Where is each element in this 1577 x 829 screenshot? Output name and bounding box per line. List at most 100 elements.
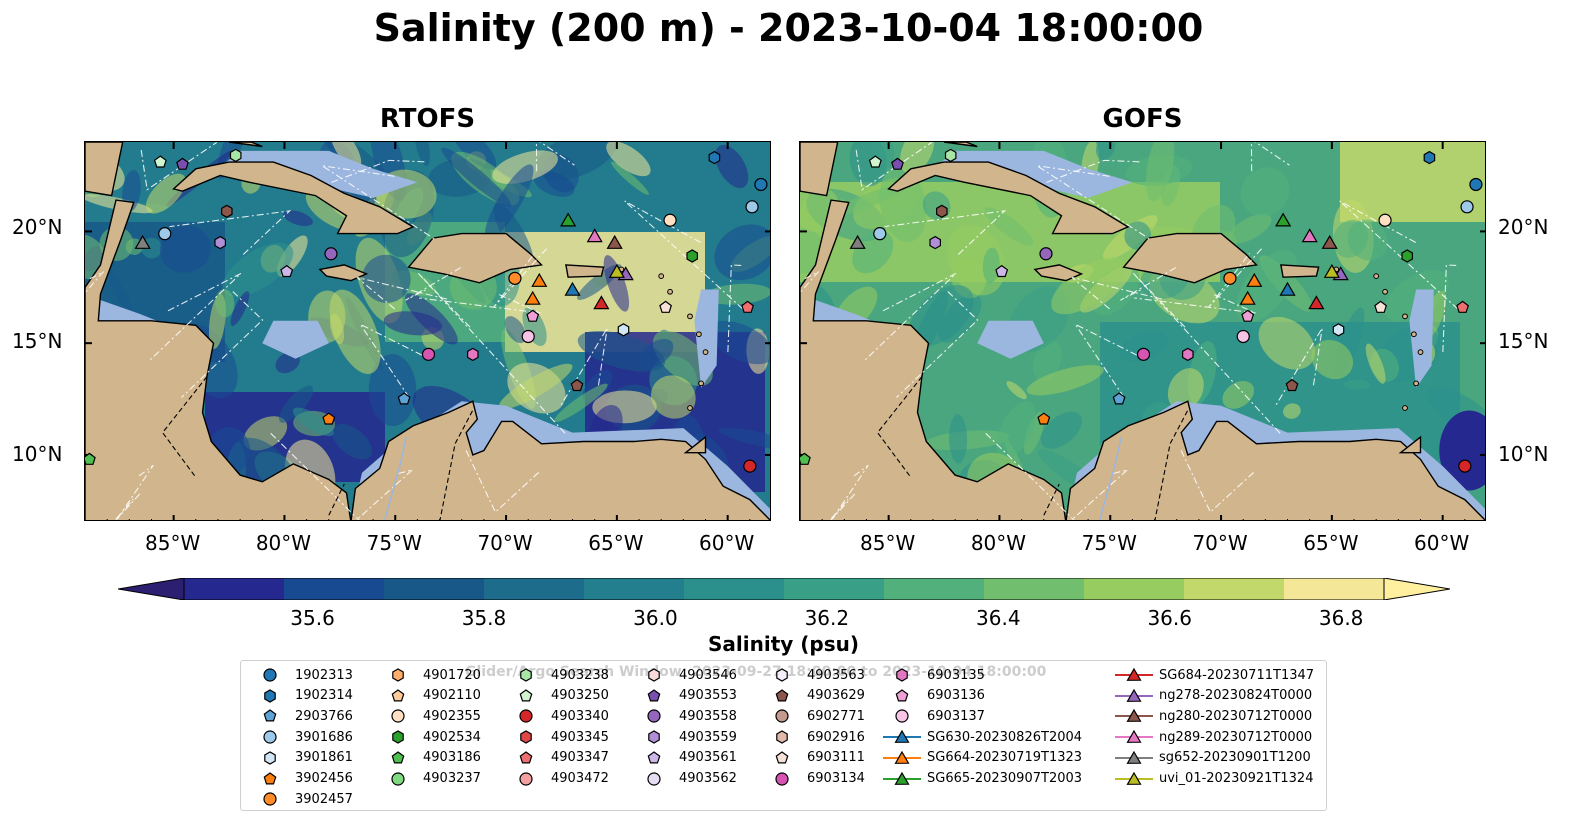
legend-marker-icon <box>519 709 533 723</box>
legend-item: 6903111 <box>761 748 865 768</box>
legend-marker-icon <box>520 730 532 744</box>
map-marker-3902456 <box>1037 412 1051 425</box>
colorbar-bin <box>584 578 685 600</box>
legend-marker-icon <box>392 668 404 682</box>
legend-item-label: 3902457 <box>295 791 353 807</box>
map-marker-4903558 <box>1039 247 1053 261</box>
map-marker-3901686b <box>158 227 172 241</box>
map-marker-sg652 <box>849 234 866 249</box>
x-tick-label: 70°W <box>477 531 533 555</box>
map-marker-ng289 <box>586 228 603 243</box>
legend-item: 3902457 <box>249 789 353 809</box>
x-tick-label: 85°W <box>860 531 916 555</box>
y-tick-label: 10°N <box>12 442 63 466</box>
legend-item: 4903559 <box>633 727 737 747</box>
legend-item: 4903340 <box>505 706 609 726</box>
legend-item-label: SG664-20230719T1323 <box>927 750 1083 766</box>
map-panel-gofs <box>799 141 1486 521</box>
colorbar-tick-label: 36.8 <box>1318 606 1364 630</box>
legend-item-label: 4903186 <box>423 750 481 766</box>
map-marker-4903250 <box>868 155 882 168</box>
legend-item: 4902534 <box>377 727 481 747</box>
legend-marker-icon <box>263 771 277 784</box>
legend-item-label: 4901720 <box>423 667 481 683</box>
legend-item-label: 4903561 <box>679 750 737 766</box>
legend-marker-icon <box>519 771 533 786</box>
map-marker-4903553 <box>891 157 904 170</box>
y-tick-label: 20°N <box>12 215 63 239</box>
colorbar-extend-min <box>118 578 185 600</box>
map-marker-3902456 <box>322 412 336 425</box>
map-marker-4903629 <box>1285 378 1299 392</box>
legend-item-label: SG630-20230826T2004 <box>927 729 1083 745</box>
legend-item: ng280-20230712T0000 <box>1113 706 1312 726</box>
map-marker-1902313 <box>754 177 768 192</box>
legend-item-label: 6903137 <box>927 708 985 724</box>
figure-title: Salinity (200 m) - 2023-10-04 18:00:00 <box>373 6 1204 50</box>
map-marker-SG664b <box>1246 272 1263 287</box>
legend-item: 4903238 <box>505 665 609 685</box>
legend-item-label: 4902355 <box>423 708 481 724</box>
map-marker-4903340 <box>743 459 757 473</box>
map-marker-4903347 <box>1456 300 1470 313</box>
legend-item-label: 1902314 <box>295 688 353 704</box>
legend-item: 4903472 <box>505 769 609 789</box>
legend-item-label: 4903562 <box>679 771 737 786</box>
legend-item-label: 4902534 <box>423 729 481 745</box>
colorbar-bin <box>1084 578 1185 600</box>
map-marker-6903134 <box>1136 347 1151 361</box>
legend-item-label: 4903347 <box>551 750 609 766</box>
colorbar-bin <box>384 578 485 600</box>
legend-item: 4903562 <box>633 769 737 789</box>
legend-item-label: 6903136 <box>927 688 985 704</box>
map-marker-2903766 <box>1112 392 1126 405</box>
legend-item: 3901686 <box>249 727 353 747</box>
x-tick-label: 60°W <box>699 531 755 555</box>
legend-item-label: 4903559 <box>679 729 737 745</box>
map-marker-SG665 <box>560 212 577 227</box>
legend-item: 1902314 <box>249 686 353 706</box>
x-tick-label: 75°W <box>1081 531 1137 555</box>
map-marker-3901861 <box>617 323 630 337</box>
y-tick-label: 15°N <box>12 329 63 353</box>
legend-marker-icon <box>883 729 921 744</box>
legend-marker-icon <box>776 668 788 682</box>
map-marker-1902314 <box>708 150 721 165</box>
legend-item: 1902313 <box>249 665 353 685</box>
colorbar <box>118 578 1450 600</box>
legend-marker-icon <box>883 771 921 785</box>
legend-marker-icon <box>775 771 789 786</box>
map-marker-6903137 <box>1236 329 1250 344</box>
x-tick-label: 60°W <box>1414 531 1470 555</box>
panel-title-rtofs: RTOFS <box>379 104 476 134</box>
colorbar-bin <box>484 578 585 600</box>
map-marker-4903238 <box>944 148 957 163</box>
legend-marker-icon <box>519 751 533 764</box>
map-marker-6903136 <box>526 309 540 322</box>
colorbar-tick-label: 36.0 <box>633 606 678 630</box>
map-marker-SG630 <box>1279 281 1296 296</box>
legend-marker-icon <box>775 751 789 764</box>
colorbar-bin <box>684 578 785 600</box>
map-marker-3901686 <box>745 200 759 214</box>
legend-item-label: SG665-20230907T2003 <box>927 771 1083 786</box>
legend-item-label: 4903546 <box>679 667 737 683</box>
legend-item: 4903553 <box>633 686 737 706</box>
y-tick-label: 15°N <box>1498 329 1549 353</box>
map-marker-SG664b <box>531 272 548 287</box>
legend-item-label: 6902916 <box>807 729 865 745</box>
map-marker-6902771 <box>221 204 233 218</box>
map-marker-4902355 <box>1378 213 1392 227</box>
legend-item: 4903561 <box>633 748 737 768</box>
legend-item-label: 6902771 <box>807 708 865 724</box>
map-marker-6903111 <box>1374 300 1388 313</box>
legend-marker-icon <box>263 792 277 806</box>
map-marker-sg652 <box>134 234 151 249</box>
legend-item: 3902456 <box>249 769 353 789</box>
colorbar-extend-max <box>1383 578 1450 600</box>
legend-marker-icon <box>391 771 405 786</box>
colorbar-tick-label: 36.2 <box>804 606 850 630</box>
map-marker-4903559 <box>214 235 226 250</box>
legend-item-label: ng278-20230824T0000 <box>1159 688 1313 704</box>
legend-item-label: 4903472 <box>551 771 609 786</box>
